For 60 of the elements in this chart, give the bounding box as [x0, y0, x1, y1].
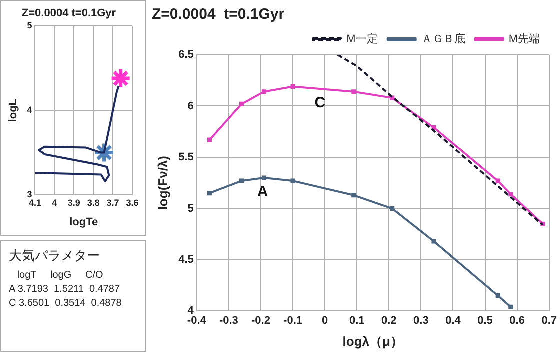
x-tick-label: -0.1 — [284, 314, 302, 327]
point — [352, 193, 356, 198]
x-tick-label: 0.6 — [510, 314, 525, 327]
point — [508, 192, 514, 197]
y-axis-title: logL — [8, 98, 20, 122]
x-axis-title: logTe — [70, 216, 98, 228]
x-tick-label: 0.4 — [446, 314, 462, 327]
x-tick-label: 3.7 — [106, 198, 120, 208]
y-tick-label: 4 — [27, 105, 32, 116]
x-tick-label: 4.1 — [28, 198, 42, 208]
x-axis-title: logλ（μ） — [342, 334, 404, 349]
point — [239, 178, 244, 184]
chart-title: Z=0.0004 t=0.1Gyr — [22, 8, 117, 20]
point — [390, 206, 395, 211]
point — [508, 304, 514, 310]
point — [207, 191, 212, 196]
text: A 3.7193 1.5211 0.4787 — [9, 283, 122, 297]
point — [239, 102, 244, 106]
legend-label: M先端 — [508, 32, 540, 46]
x-tick-label: 0.1 — [349, 314, 365, 327]
x-tick-label: 0.3 — [414, 314, 429, 327]
chart-title: Z=0.0004 t=0.1Gyr — [152, 6, 285, 24]
x-tick-label: -0.3 — [219, 314, 238, 327]
x-tick-label: -0.4 — [187, 314, 208, 327]
x-tick-label: -0.2 — [251, 314, 270, 327]
point — [290, 84, 296, 90]
y-axis-title: log(Fν/λ) — [155, 156, 170, 210]
legend-label: M一定 — [346, 32, 378, 46]
x-tick-label: 3.9 — [68, 198, 80, 208]
y-tick-label: 4.5 — [178, 254, 194, 266]
x-tick-label: 0.2 — [381, 314, 397, 327]
x-tick-label: 0.5 — [478, 314, 493, 327]
text: C 3.6501 0.3514 0.4878 — [9, 297, 123, 311]
point — [290, 178, 296, 184]
x-tick-label: 3.6 — [126, 198, 139, 208]
y-tick-label: 5 — [27, 20, 32, 31]
annotation: A — [257, 183, 268, 200]
point — [207, 138, 212, 142]
point — [432, 125, 436, 130]
y-tick-label: 5 — [188, 202, 194, 215]
annotation: C — [314, 94, 326, 112]
y-tick-label: 6 — [188, 100, 194, 112]
x-tick-label: 0 — [322, 314, 328, 327]
point — [352, 90, 356, 94]
text: logT logG C/O — [16, 269, 104, 283]
x-tick-label: 4 — [52, 198, 58, 208]
line-series — [336, 55, 544, 226]
x-tick-label: 0.7 — [542, 314, 558, 327]
y-tick-label: 5.5 — [178, 152, 194, 164]
y-tick-label: 6.5 — [178, 49, 194, 62]
text: 大気パラメター — [9, 247, 101, 265]
y-tick-label: 3 — [27, 189, 32, 200]
x-tick-label: 3.8 — [87, 198, 100, 208]
point — [262, 90, 266, 94]
y-tick-label: 4 — [188, 305, 195, 318]
point — [432, 239, 436, 244]
point — [262, 176, 266, 180]
legend-label: ＡＧＢ底 — [421, 32, 466, 46]
point — [496, 294, 500, 298]
point — [496, 178, 500, 184]
